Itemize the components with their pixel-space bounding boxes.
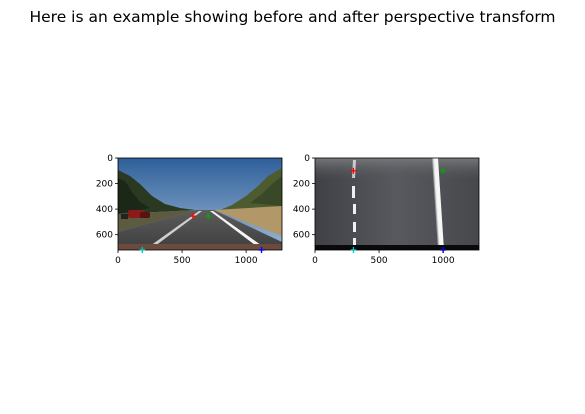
before-point-1 [189,213,196,220]
before-ytick-label: 600 [96,231,113,241]
after-xtick-label: 0 [312,256,318,266]
after-axes-frame [314,157,480,251]
after-point-2 [440,167,447,174]
before-point-2 [205,213,212,220]
after-point-1 [350,167,357,174]
after-warped-image [315,158,479,250]
before-road-image [118,158,282,250]
before-xtick-label: 0 [115,256,121,266]
before-data-points [139,213,265,253]
before-xtick-label: 1000 [235,256,258,266]
after-point-4 [350,247,357,253]
after-axis-ticks: 0 500 1000 0 200 400 600 [293,154,455,266]
after-ytick-label: 400 [293,205,310,215]
after-ytick-label: 200 [293,180,310,190]
after-data-points [350,167,447,253]
before-axis-ticks: 0 500 1000 0 200 400 600 [96,154,258,266]
after-xtick-label: 500 [370,256,387,266]
after-xtick-label: 1000 [432,256,455,266]
before-axes-frame [117,157,283,251]
after-ytick-label: 0 [304,154,310,164]
before-point-4 [139,247,146,253]
before-ytick-label: 400 [96,205,113,215]
before-panel: 0 500 1000 0 200 400 600 [96,154,283,266]
after-ytick-label: 600 [293,231,310,241]
before-point-3 [258,247,265,253]
figure-title: Here is an example showing before and af… [29,8,556,26]
before-xtick-label: 500 [173,256,190,266]
after-panel: 0 500 1000 0 200 400 600 [293,154,480,266]
before-ytick-label: 0 [107,154,113,164]
before-ytick-label: 200 [96,180,113,190]
